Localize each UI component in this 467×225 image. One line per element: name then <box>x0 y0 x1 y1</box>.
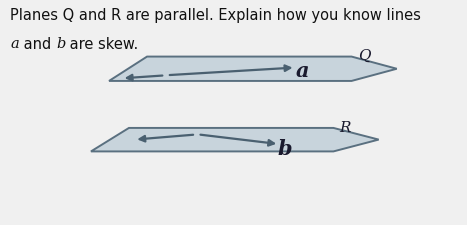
Text: a: a <box>10 37 19 51</box>
Text: b: b <box>277 139 292 159</box>
Text: and: and <box>19 37 56 52</box>
Polygon shape <box>109 57 397 82</box>
Text: b: b <box>56 37 65 51</box>
Text: are skew.: are skew. <box>65 37 139 52</box>
Polygon shape <box>91 128 379 152</box>
Text: Q: Q <box>358 49 370 63</box>
Text: a: a <box>296 61 310 81</box>
Text: R: R <box>340 120 351 134</box>
Text: Planes Q and R are parallel. Explain how you know lines: Planes Q and R are parallel. Explain how… <box>10 8 421 23</box>
